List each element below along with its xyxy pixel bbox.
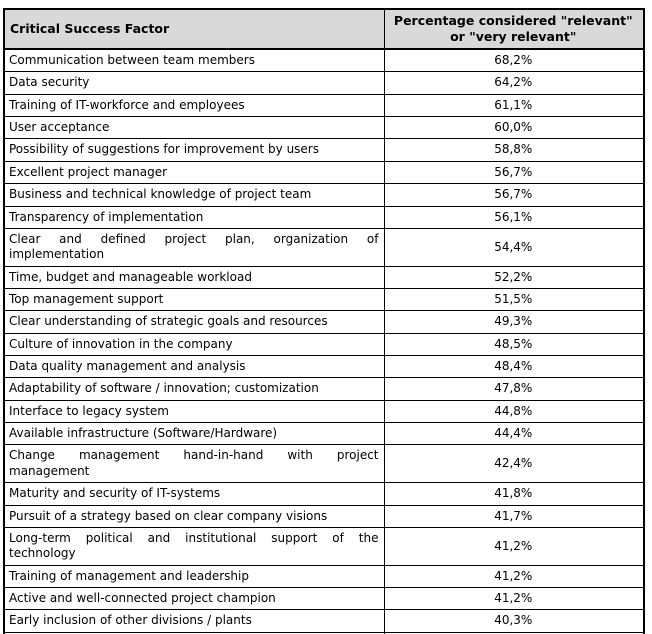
factor-cell: Top management support — [3, 287, 385, 312]
table-row: Data security 64,2% — [3, 71, 645, 95]
percentage-cell: 56,7% — [383, 183, 645, 207]
table-row: User acceptance 60,0% — [3, 116, 645, 140]
table-row: Early inclusion of other divisions / pla… — [3, 609, 645, 633]
percentage-cell: 48,5% — [383, 332, 645, 357]
factor-cell: Early inclusion of other divisions / pla… — [3, 609, 385, 633]
percentage-cell: 41,2% — [383, 564, 645, 588]
factor-cell: Data quality management and analysis — [3, 355, 385, 379]
percentage-cell: 47,8% — [383, 377, 645, 401]
table-row: Possibility of suggestions for improveme… — [3, 138, 645, 162]
percentage-cell: 58,8% — [383, 138, 645, 162]
percentage-cell: 42,4% — [383, 444, 645, 484]
percentage-cell: 56,1% — [383, 205, 645, 229]
percentage-cell: 49,3% — [383, 310, 645, 334]
table-row: Change management hand-in-hand with proj… — [3, 444, 645, 484]
table-row: Available infrastructure (Software/Hardw… — [3, 422, 645, 446]
percentage-cell: 64,2% — [383, 71, 645, 95]
percentage-cell: 56,7% — [383, 160, 645, 185]
percentage-cell: 60,0% — [383, 116, 645, 140]
table-row: Pursuit of a strategy based on clear com… — [3, 504, 645, 528]
percentage-cell: 41,2% — [383, 586, 645, 611]
percentage-cell: 41,2% — [383, 526, 645, 566]
factor-cell: Clear understanding of strategic goals a… — [3, 310, 385, 334]
percentage-cell: 52,2% — [383, 265, 645, 289]
percentage-cell: 44,4% — [383, 422, 645, 446]
percentage-cell: 54,4% — [383, 227, 645, 267]
table-row: Data quality management and analysis 48,4… — [3, 355, 645, 379]
factor-cell: Maturity and security of IT-systems — [3, 482, 385, 506]
table-row: Long-term political and institutional su… — [3, 526, 645, 566]
percentage-cell: 44,8% — [383, 399, 645, 424]
factor-cell: Culture of innovation in the company — [3, 332, 385, 357]
table-row: Training of management and leadership 41,… — [3, 564, 645, 588]
header-percentage-relevant: Percentage considered "relevant" or "ver… — [383, 8, 645, 50]
table-body: Communication between team members 68,2% D… — [3, 48, 645, 634]
factor-cell: Training of IT-workforce and employees — [3, 93, 385, 118]
table-row: Top management support 51,5% — [3, 287, 645, 312]
table-row: Clear understanding of strategic goals a… — [3, 310, 645, 334]
table-row: Communication between team members 68,2% — [3, 48, 645, 73]
table-row: Business and technical knowledge of proj… — [3, 183, 645, 207]
factor-cell: Transparency of implementation — [3, 205, 385, 229]
table-row: Consistent alignment of the innovation w… — [3, 631, 645, 634]
header-critical-success-factor: Critical Success Factor — [3, 8, 385, 50]
factor-cell: Possibility of suggestions for improveme… — [3, 138, 385, 162]
factor-cell: Excellent project manager — [3, 160, 385, 185]
table-header: Critical Success Factor Percentage consi… — [3, 8, 645, 50]
table-row: Interface to legacy system 44,8% — [3, 399, 645, 424]
table-row: Culture of innovation in the company 48,5… — [3, 332, 645, 357]
factor-cell: Pursuit of a strategy based on clear com… — [3, 504, 385, 528]
critical-success-factors-table: Critical Success Factor Percentage consi… — [3, 8, 645, 634]
table-row: Active and well-connected project champi… — [3, 586, 645, 611]
factor-cell: Available infrastructure (Software/Hardw… — [3, 422, 385, 446]
factor-cell: Long-term political and institutional su… — [3, 526, 385, 566]
factor-cell: Active and well-connected project champi… — [3, 586, 385, 611]
factor-cell: Interface to legacy system — [3, 399, 385, 424]
percentage-cell: 37,9% — [383, 631, 645, 634]
header-row: Critical Success Factor Percentage consi… — [3, 8, 645, 50]
table-row: Training of IT-workforce and employees 61… — [3, 93, 645, 118]
percentage-cell: 61,1% — [383, 93, 645, 118]
table-row: Transparency of implementation 56,1% — [3, 205, 645, 229]
percentage-cell: 40,3% — [383, 609, 645, 633]
factor-cell: Communication between team members — [3, 48, 385, 73]
factor-cell: Data security — [3, 71, 385, 95]
percentage-cell: 51,5% — [383, 287, 645, 312]
factor-cell: Business and technical knowledge of proj… — [3, 183, 385, 207]
percentage-cell: 41,8% — [383, 482, 645, 506]
table-row: Time, budget and manageable workload 52,2… — [3, 265, 645, 289]
factor-cell: Time, budget and manageable workload — [3, 265, 385, 289]
factor-cell: Adaptability of software / innovation; c… — [3, 377, 385, 401]
factor-cell: User acceptance — [3, 116, 385, 140]
table-row: Adaptability of software / innovation; c… — [3, 377, 645, 401]
factor-cell: Training of management and leadership — [3, 564, 385, 588]
table-row: Clear and defined project plan, organiza… — [3, 227, 645, 267]
factor-cell: Change management hand-in-hand with proj… — [3, 444, 385, 484]
table-row: Maturity and security of IT-systems 41,8% — [3, 482, 645, 506]
table-row: Excellent project manager 56,7% — [3, 160, 645, 185]
percentage-cell: 48,4% — [383, 355, 645, 379]
percentage-cell: 68,2% — [383, 48, 645, 73]
factor-cell: Clear and defined project plan, organiza… — [3, 227, 385, 267]
percentage-cell: 41,7% — [383, 504, 645, 528]
